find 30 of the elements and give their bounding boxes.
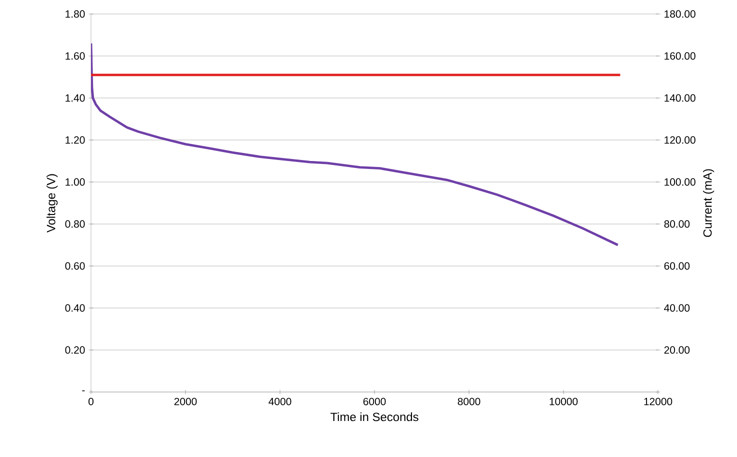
y-tick-label: 0.20 bbox=[65, 346, 85, 354]
x-tick-label: 10000 bbox=[550, 398, 578, 406]
y-tick-label: 0.40 bbox=[65, 304, 85, 312]
y-tick-label: - bbox=[82, 390, 85, 392]
x-tick-label: 12000 bbox=[644, 398, 672, 406]
y-tick-label: 1.00 bbox=[66, 178, 85, 186]
y-tick-label: 1.60 bbox=[66, 52, 85, 60]
y-tick-label: 1.20 bbox=[66, 136, 85, 144]
x-tick-label: 0 bbox=[88, 398, 94, 406]
y-tick-label: 0.80 bbox=[65, 220, 85, 228]
y2-tick-label: 20.00 bbox=[664, 346, 690, 354]
y2-tick-label: 180.00 bbox=[664, 10, 696, 18]
y2-tick-label: 120.00 bbox=[664, 136, 696, 144]
y2-tick-label: 60.00 bbox=[664, 262, 690, 270]
y-axis-title: Voltage (V) bbox=[46, 174, 58, 233]
y-tick-label: 1.40 bbox=[66, 94, 85, 102]
x-axis-title: Time in Seconds bbox=[330, 412, 418, 422]
y2-tick-label: 140.00 bbox=[664, 94, 696, 102]
y2-tick-label: 160.00 bbox=[664, 52, 696, 60]
x-tick-label: 6000 bbox=[363, 398, 386, 406]
y2-tick-label: 100.00 bbox=[664, 178, 696, 186]
x-tick-label: 4000 bbox=[268, 398, 292, 406]
y2-tick-label: 80.00 bbox=[664, 220, 690, 228]
y2-axis-title: Current (mA) bbox=[702, 169, 714, 237]
y-tick-label: 0.60 bbox=[65, 262, 85, 270]
x-tick-label: 2000 bbox=[174, 398, 197, 406]
x-tick-label: 8000 bbox=[458, 398, 480, 406]
line-series bbox=[91, 42, 620, 246]
y-tick-label: 1.80 bbox=[66, 10, 85, 18]
y2-tick-label: 40.00 bbox=[664, 304, 690, 312]
